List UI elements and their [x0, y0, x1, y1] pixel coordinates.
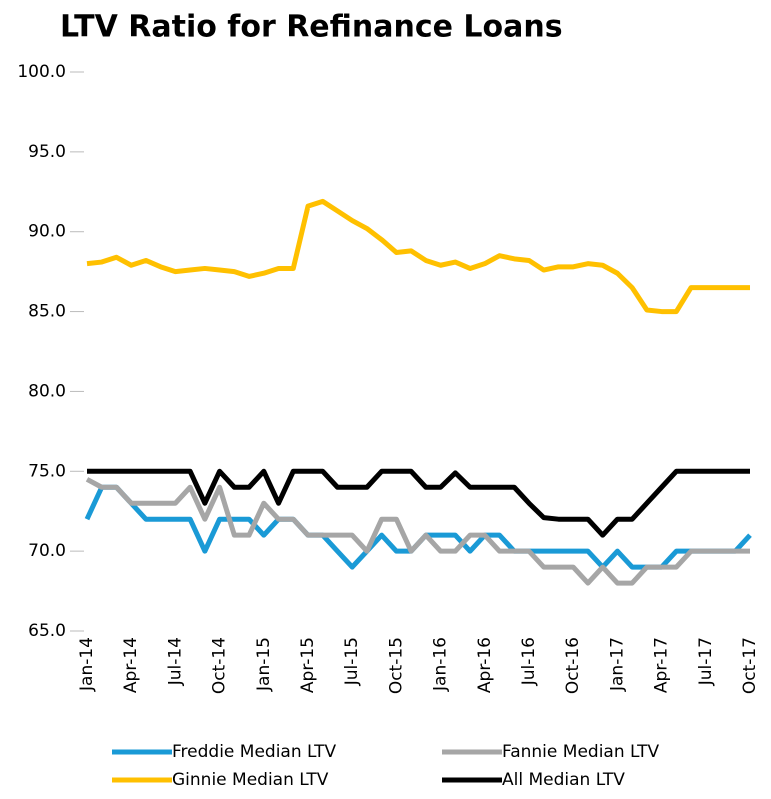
x-tick-label: Apr-15	[298, 637, 318, 693]
x-tick-label: Oct-14	[210, 637, 230, 694]
legend-label: All Median LTV	[502, 770, 625, 790]
x-tick-label: Oct-17	[740, 637, 760, 694]
y-tick-label: 70.0	[28, 541, 66, 561]
legend-label: Fannie Median LTV	[502, 742, 660, 762]
y-tick-label: 95.0	[28, 142, 66, 162]
x-tick-label: Jul-17	[696, 637, 716, 686]
x-tick-label: Apr-16	[475, 637, 495, 693]
x-tick-label: Jan-15	[254, 637, 274, 692]
x-tick-label: Jan-14	[77, 637, 97, 692]
x-tick-label: Jul-15	[342, 637, 362, 686]
x-tick-label: Apr-14	[121, 637, 141, 693]
chart-title: LTV Ratio for Refinance Loans	[60, 10, 563, 45]
legend-label: Freddie Median LTV	[172, 742, 337, 762]
series-line	[85, 477, 750, 586]
x-tick-label: Jul-14	[165, 637, 185, 686]
y-tick-label: 90.0	[28, 222, 66, 242]
x-tick-label: Jan-17	[607, 637, 627, 692]
series-line	[86, 198, 750, 315]
series-line	[87, 468, 750, 538]
y-tick-label: 75.0	[28, 461, 66, 481]
x-tick-label: Jan-16	[431, 637, 451, 692]
x-tick-label: Jul-16	[519, 637, 539, 686]
legend-label: Ginnie Median LTV	[172, 770, 329, 790]
y-tick-label: 65.0	[28, 621, 66, 641]
y-tick-label: 85.0	[28, 302, 66, 322]
x-tick-label: Oct-16	[563, 637, 583, 694]
y-tick-label: 100.0	[17, 62, 66, 82]
x-tick-label: Oct-15	[386, 637, 406, 694]
y-tick-label: 80.0	[28, 381, 66, 401]
x-tick-label: Apr-17	[652, 637, 672, 693]
